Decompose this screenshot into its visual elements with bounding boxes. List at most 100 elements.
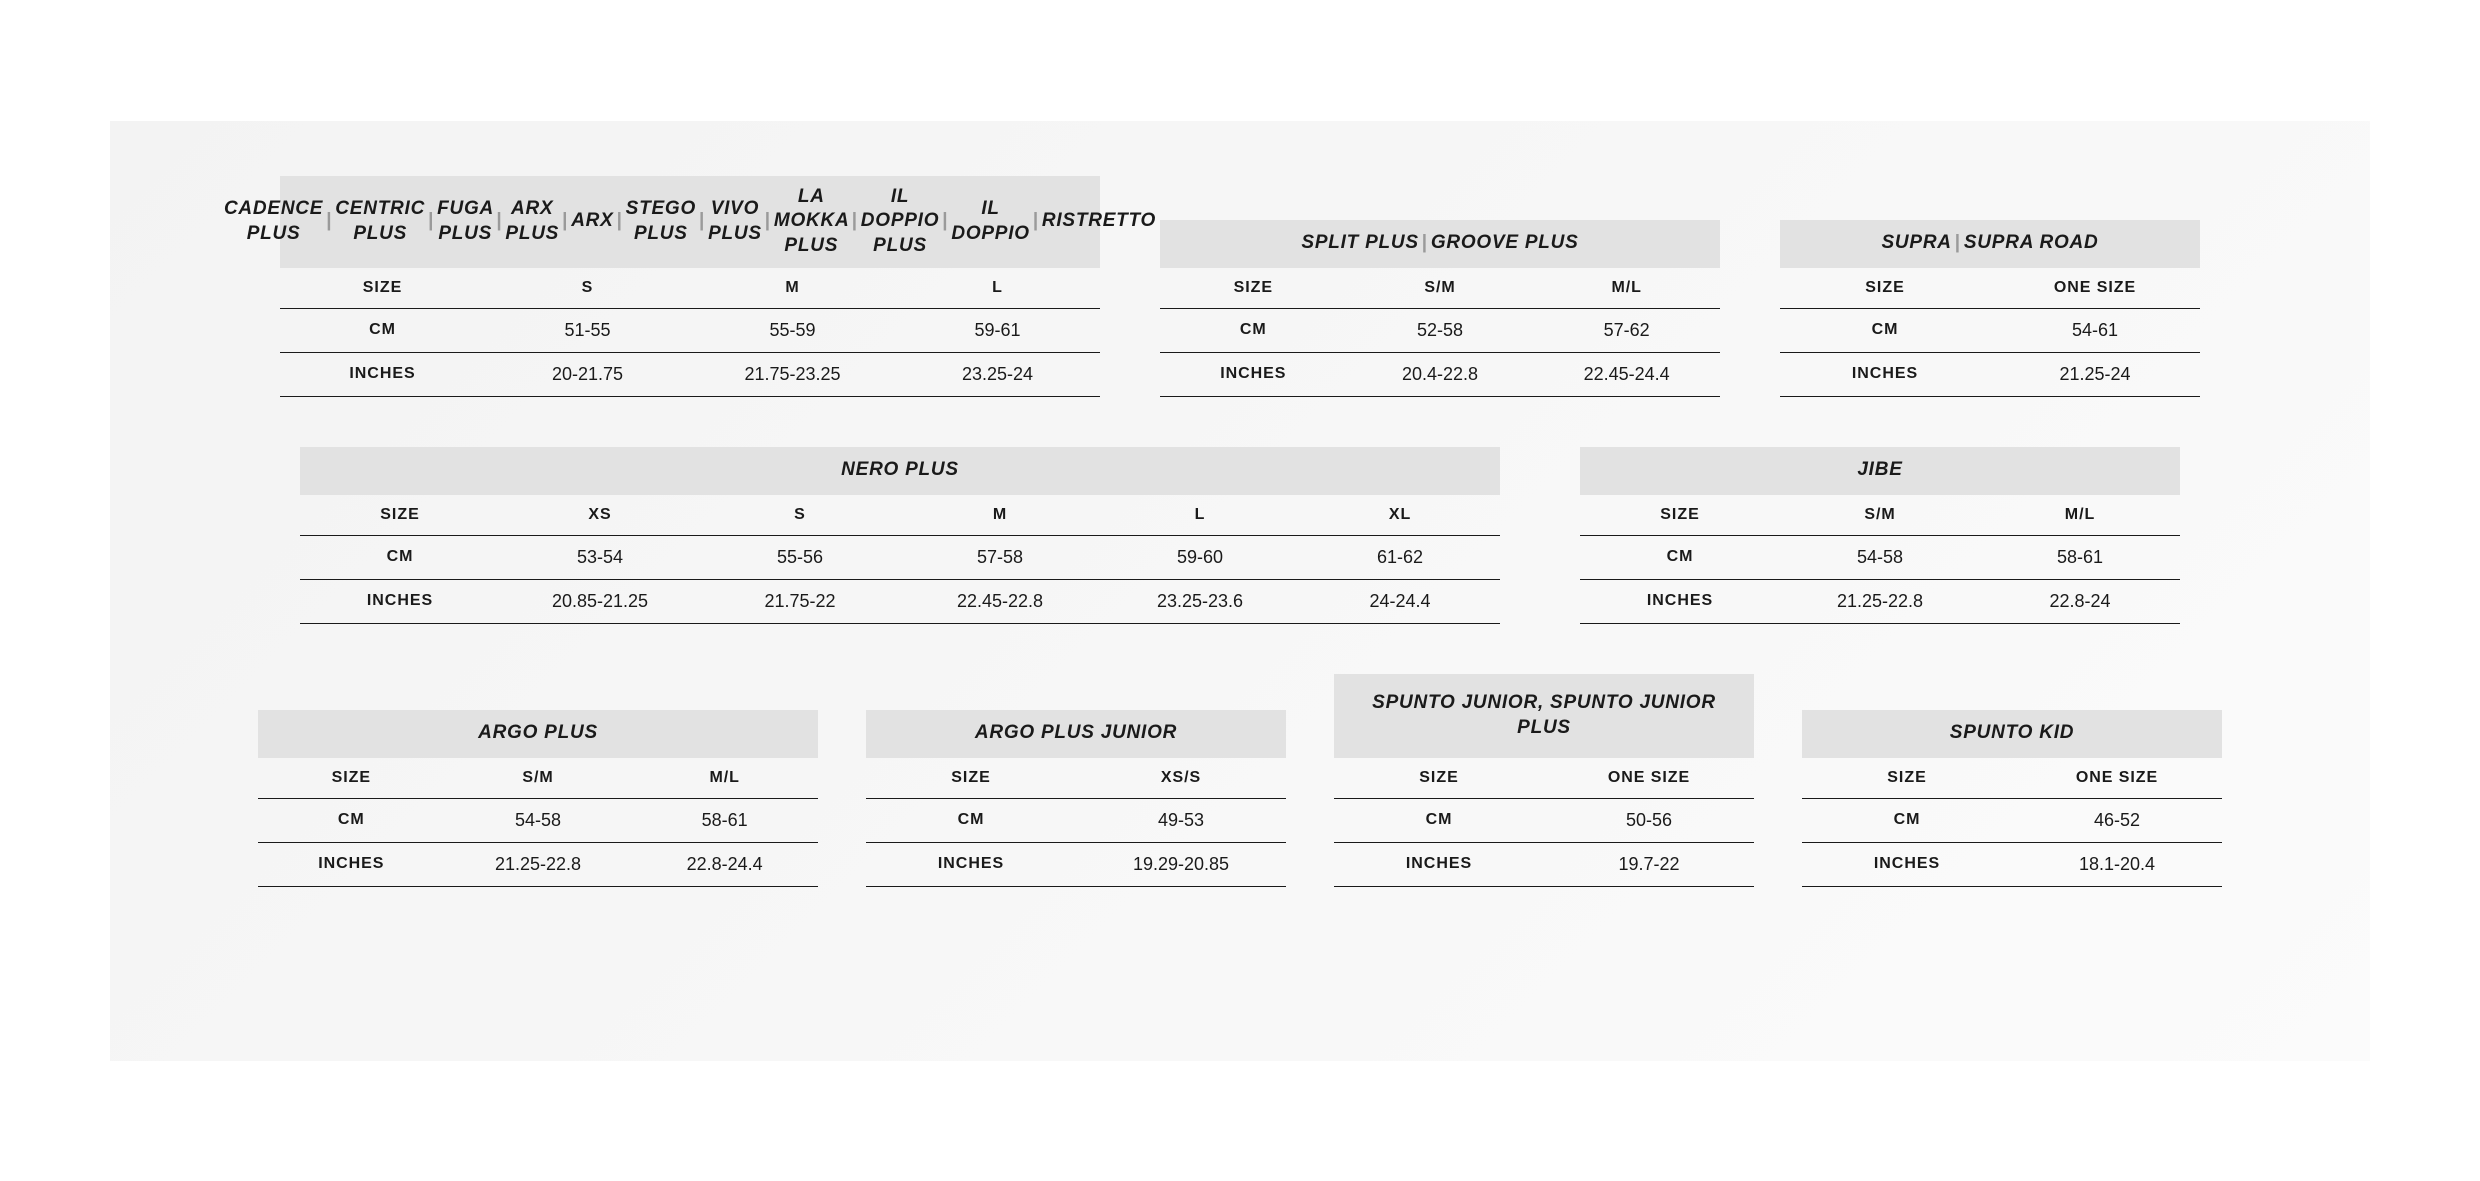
cell: 19.7-22 bbox=[1544, 842, 1754, 886]
size-card-argo-plus-junior: ARGO PLUS JUNIORSIZEXS/SCM49-53INCHES19.… bbox=[866, 710, 1286, 887]
card-title: SPLIT PLUS | GROOVE PLUS bbox=[1160, 220, 1720, 268]
cell: 22.8-24 bbox=[1980, 579, 2180, 623]
cell: 59-61 bbox=[895, 308, 1100, 352]
cell: 54-61 bbox=[1990, 308, 2200, 352]
cell: 55-56 bbox=[700, 535, 900, 579]
col-header: ONE SIZE bbox=[1990, 268, 2200, 309]
size-table: SIZEONE SIZECM54-61INCHES21.25-24 bbox=[1780, 268, 2200, 397]
col-header: ONE SIZE bbox=[1544, 758, 1754, 799]
size-table: SIZEXS/SCM49-53INCHES19.29-20.85 bbox=[866, 758, 1286, 887]
row-label-cm: CM bbox=[1780, 308, 1990, 352]
size-card-spunto-junior: SPUNTO JUNIOR, SPUNTO JUNIOR PLUSSIZEONE… bbox=[1334, 674, 1754, 887]
cell: 54-58 bbox=[1780, 535, 1980, 579]
cell: 51-55 bbox=[485, 308, 690, 352]
cell: 54-58 bbox=[445, 798, 632, 842]
col-header-size: SIZE bbox=[300, 495, 500, 536]
col-header: XS bbox=[500, 495, 700, 536]
row-label-cm: CM bbox=[1160, 308, 1347, 352]
cell: 21.25-24 bbox=[1990, 352, 2200, 396]
chart-row: NERO PLUSSIZEXSSMLXLCM53-5455-5657-5859-… bbox=[200, 447, 2280, 624]
chart-row: ARGO PLUSSIZES/MM/LCM54-5858-61INCHES21.… bbox=[200, 674, 2280, 887]
col-header-size: SIZE bbox=[1580, 495, 1780, 536]
col-header: S bbox=[485, 268, 690, 309]
size-card-argo-plus: ARGO PLUSSIZES/MM/LCM54-5858-61INCHES21.… bbox=[258, 710, 818, 887]
col-header-size: SIZE bbox=[1334, 758, 1544, 799]
col-header: S/M bbox=[445, 758, 632, 799]
row-label-inches: INCHES bbox=[1580, 579, 1780, 623]
chart-row: CADENCE PLUS | CENTRIC PLUS | FUGA PLUS … bbox=[200, 176, 2280, 397]
cell: 22.45-24.4 bbox=[1533, 352, 1720, 396]
card-title: SPUNTO KID bbox=[1802, 710, 2222, 758]
cell: 52-58 bbox=[1347, 308, 1534, 352]
size-card-jibe: JIBESIZES/MM/L CM54-5858-61 INCHES21.25-22… bbox=[1580, 447, 2180, 624]
cell: 58-61 bbox=[631, 798, 818, 842]
card-title: SUPRA | SUPRA ROAD bbox=[1780, 220, 2200, 268]
cell: 19.29-20.85 bbox=[1076, 842, 1286, 886]
size-table: SIZES/MM/LCM54-5858-61INCHES21.25-22.822… bbox=[258, 758, 818, 887]
cell: 22.8-24.4 bbox=[631, 842, 818, 886]
size-table: SIZEONE SIZECM50-56INCHES19.7-22 bbox=[1334, 758, 1754, 887]
col-header: M bbox=[900, 495, 1100, 536]
card-title: ARGO PLUS JUNIOR bbox=[866, 710, 1286, 758]
row-label-cm: CM bbox=[1580, 535, 1780, 579]
row-label-cm: CM bbox=[300, 535, 500, 579]
cell: 21.75-23.25 bbox=[690, 352, 895, 396]
size-card-cadence-group: CADENCE PLUS | CENTRIC PLUS | FUGA PLUS … bbox=[280, 176, 1100, 397]
size-table: SIZES/MM/LCM52-5857-62INCHES20.4-22.822.… bbox=[1160, 268, 1720, 397]
cell: 21.25-22.8 bbox=[445, 842, 632, 886]
cell: 49-53 bbox=[1076, 798, 1286, 842]
col-header: S bbox=[700, 495, 900, 536]
card-title: JIBE bbox=[1580, 447, 2180, 495]
cell: 23.25-23.6 bbox=[1100, 579, 1300, 623]
row-label-inches: INCHES bbox=[300, 579, 500, 623]
cell: 18.1-20.4 bbox=[2012, 842, 2222, 886]
cell: 23.25-24 bbox=[895, 352, 1100, 396]
col-header-size: SIZE bbox=[1802, 758, 2012, 799]
cell: 20.4-22.8 bbox=[1347, 352, 1534, 396]
col-header: XL bbox=[1300, 495, 1500, 536]
col-header-size: SIZE bbox=[1780, 268, 1990, 309]
col-header: M/L bbox=[1980, 495, 2180, 536]
cell: 59-60 bbox=[1100, 535, 1300, 579]
row-label-inches: INCHES bbox=[1780, 352, 1990, 396]
row-label-cm: CM bbox=[280, 308, 485, 352]
cell: 21.75-22 bbox=[700, 579, 900, 623]
col-header: M bbox=[690, 268, 895, 309]
card-title: CADENCE PLUS | CENTRIC PLUS | FUGA PLUS … bbox=[280, 176, 1100, 268]
cell: 57-58 bbox=[900, 535, 1100, 579]
col-header: M/L bbox=[1533, 268, 1720, 309]
col-header: S/M bbox=[1347, 268, 1534, 309]
cell: 46-52 bbox=[2012, 798, 2222, 842]
size-card-nero-plus: NERO PLUSSIZEXSSMLXLCM53-5455-5657-5859-… bbox=[300, 447, 1500, 624]
card-title: NERO PLUS bbox=[300, 447, 1500, 495]
size-table: SIZESMLCM51-5555-5959-61INCHES20-21.7521… bbox=[280, 268, 1100, 397]
size-table: SIZEONE SIZECM46-52INCHES18.1-20.4 bbox=[1802, 758, 2222, 887]
col-header: XS/S bbox=[1076, 758, 1286, 799]
col-header: S/M bbox=[1780, 495, 1980, 536]
col-header: ONE SIZE bbox=[2012, 758, 2222, 799]
col-header-size: SIZE bbox=[280, 268, 485, 309]
cell: 55-59 bbox=[690, 308, 895, 352]
cell: 53-54 bbox=[500, 535, 700, 579]
cell: 50-56 bbox=[1544, 798, 1754, 842]
row-label-inches: INCHES bbox=[1334, 842, 1544, 886]
cell: 58-61 bbox=[1980, 535, 2180, 579]
cell: 21.25-22.8 bbox=[1780, 579, 1980, 623]
card-title: SPUNTO JUNIOR, SPUNTO JUNIOR PLUS bbox=[1334, 674, 1754, 758]
cell: 22.45-22.8 bbox=[900, 579, 1100, 623]
size-card-supra: SUPRA | SUPRA ROADSIZEONE SIZECM54-61INC… bbox=[1780, 220, 2200, 397]
cell: 57-62 bbox=[1533, 308, 1720, 352]
col-header: L bbox=[895, 268, 1100, 309]
row-label-cm: CM bbox=[866, 798, 1076, 842]
size-chart-panel: CADENCE PLUS | CENTRIC PLUS | FUGA PLUS … bbox=[110, 121, 2370, 1061]
col-header: M/L bbox=[631, 758, 818, 799]
card-title: ARGO PLUS bbox=[258, 710, 818, 758]
cell: 20.85-21.25 bbox=[500, 579, 700, 623]
row-label-cm: CM bbox=[1802, 798, 2012, 842]
row-label-cm: CM bbox=[258, 798, 445, 842]
cell: 24-24.4 bbox=[1300, 579, 1500, 623]
row-label-inches: INCHES bbox=[1802, 842, 2012, 886]
size-card-spunto-kid: SPUNTO KIDSIZEONE SIZECM46-52INCHES18.1-… bbox=[1802, 710, 2222, 887]
size-card-split-groove: SPLIT PLUS | GROOVE PLUSSIZES/MM/LCM52-5… bbox=[1160, 220, 1720, 397]
col-header-size: SIZE bbox=[258, 758, 445, 799]
